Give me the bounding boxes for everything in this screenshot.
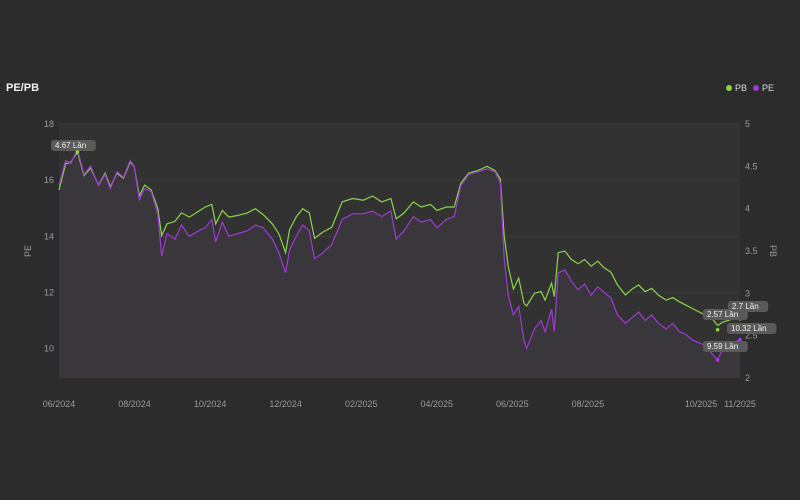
chart-legend[interactable]: PB PE xyxy=(725,83,774,93)
value-badge xyxy=(51,139,96,151)
pe-series-line xyxy=(58,147,741,361)
value-marker xyxy=(715,358,720,362)
x-tick-label: 10/2024 xyxy=(194,399,227,409)
y-right-axis-label: PB xyxy=(768,245,778,257)
y-left-tick-label: 12 xyxy=(44,287,54,297)
y-right-tick-label: 3 xyxy=(745,288,750,298)
legend-dot-pe-icon xyxy=(752,85,759,91)
y-right-tick-label: 2.5 xyxy=(745,331,758,341)
y-left-tick-label: 16 xyxy=(44,175,54,185)
value-badge-label: 2.57 Lần xyxy=(707,310,738,319)
x-tick-label: 08/2024 xyxy=(118,399,151,409)
legend-label-pb: PB xyxy=(734,83,747,93)
legend-item-pe[interactable]: PE xyxy=(752,83,774,93)
value-marker xyxy=(75,150,80,154)
value-badge-label: 10.32 Lần xyxy=(731,324,767,333)
x-tick-label: 06/2025 xyxy=(496,399,529,409)
value-badge-label: 2.7 Lần xyxy=(732,302,759,311)
value-badge-label: 9.59 Lần xyxy=(707,342,738,351)
y-right-tick-label: 3.5 xyxy=(745,246,758,256)
x-tick-label: 04/2025 xyxy=(421,399,454,409)
y-right-tick-label: 2 xyxy=(745,373,750,383)
value-badge xyxy=(703,309,748,320)
legend-label-pe: PE xyxy=(761,83,774,93)
pe-area xyxy=(59,149,740,378)
y-left-tick-label: 14 xyxy=(44,231,54,241)
y-right-tick-label: 5 xyxy=(745,119,750,129)
x-tick-label: 10/2025 xyxy=(685,399,718,409)
x-tick-label: 12/2024 xyxy=(269,399,302,409)
legend-dot-pb-icon xyxy=(725,85,732,91)
y-left-axis-label: PE xyxy=(23,245,33,257)
y-right-tick-label: 4.5 xyxy=(745,161,758,171)
chart-title: PE/PB xyxy=(6,82,40,94)
x-tick-label: 06/2024 xyxy=(43,399,76,409)
value-badge xyxy=(727,323,777,334)
value-marker xyxy=(715,327,720,332)
x-tick-label: 08/2025 xyxy=(572,399,605,409)
value-badge xyxy=(703,341,748,352)
x-tick-label: 11/2025 xyxy=(724,399,756,409)
legend-item-pb[interactable]: PB xyxy=(725,83,747,93)
value-marker xyxy=(738,337,742,342)
x-tick-label: 02/2025 xyxy=(345,399,378,409)
y-right-tick-label: 4 xyxy=(745,204,750,214)
y-left-tick-label: 10 xyxy=(44,344,54,354)
value-badge-label: 4.67 Lần xyxy=(55,141,86,150)
pb-series-line xyxy=(58,150,740,327)
y-left-tick-label: 18 xyxy=(44,119,54,129)
